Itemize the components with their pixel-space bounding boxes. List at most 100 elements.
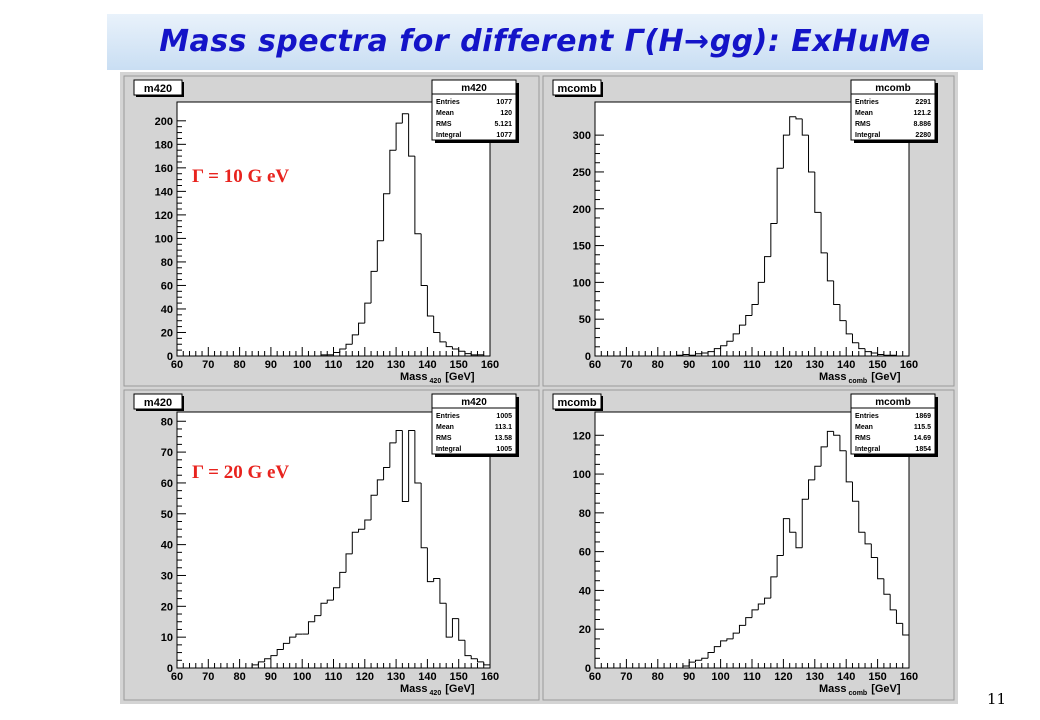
histogram-bin (414, 430, 422, 484)
histogram-bin (282, 642, 290, 650)
histogram-bin (720, 640, 727, 647)
stats-value: 8.886 (913, 121, 931, 128)
y-tick-label: 20 (161, 327, 173, 339)
x-tick-label: 140 (418, 359, 436, 371)
y-tick-label: 30 (161, 570, 173, 582)
histogram-bin (713, 646, 721, 653)
y-tick-label: 20 (579, 624, 591, 636)
histogram-bin (351, 531, 359, 554)
y-tick-label: 0 (167, 663, 173, 675)
x-tick-label: 80 (233, 359, 245, 371)
x-tick-label: 130 (806, 359, 824, 371)
histogram-bin (877, 353, 884, 356)
histogram-bin (808, 479, 815, 500)
histogram-bin (276, 648, 284, 656)
stats-key: Entries (855, 99, 879, 106)
histogram-bin (851, 481, 859, 502)
y-tick-label: 160 (155, 163, 173, 175)
histogram-bin (376, 240, 384, 272)
histogram-bin (877, 557, 884, 580)
histogram-bin (745, 617, 752, 626)
histogram-bin (358, 322, 365, 335)
stats-value: 5.121 (494, 121, 512, 128)
stats-key: Mean (855, 110, 873, 117)
y-tick-label: 20 (161, 601, 173, 613)
y-tick-label: 300 (573, 130, 591, 142)
x-tick-label: 70 (620, 671, 632, 683)
histogram-bin (320, 602, 328, 616)
x-tick-label: 90 (265, 359, 277, 371)
histogram-bin (307, 621, 315, 635)
y-tick-label: 120 (155, 210, 173, 222)
y-tick-label: 50 (579, 314, 591, 326)
histogram-bin (895, 355, 903, 357)
histogram-bin (339, 571, 347, 588)
histogram-bin (688, 661, 696, 667)
x-tick-label: 150 (868, 671, 886, 683)
stats-value: 1077 (496, 132, 512, 139)
stats-box (431, 79, 517, 141)
x-tick-label: 110 (325, 671, 343, 683)
histogram-bin (694, 353, 702, 356)
histogram-bin (864, 532, 872, 545)
stats-box (850, 393, 936, 455)
histogram-bin (289, 636, 296, 644)
x-tick-label: 130 (387, 671, 405, 683)
histogram-bin (707, 351, 715, 354)
histogram-bin (389, 149, 397, 194)
x-tick-label: 150 (868, 359, 886, 371)
histogram-bin (257, 661, 265, 665)
histogram-bin (445, 341, 453, 348)
histogram-bin (464, 640, 472, 657)
stats-value: 115.5 (914, 424, 931, 431)
x-tick-label: 110 (743, 359, 761, 371)
histogram-bin (782, 134, 790, 169)
histogram-bin (395, 430, 403, 443)
title-bar: Mass spectra for different Γ(H→gg): ExHu… (107, 14, 983, 70)
histogram-bin (851, 333, 859, 344)
pad-label: mcomb (557, 83, 596, 95)
histogram-series (177, 430, 491, 669)
histogram-bin (858, 501, 866, 533)
y-tick-label: 140 (155, 186, 173, 198)
x-tick-label: 60 (171, 359, 183, 371)
histogram-bin (883, 578, 891, 595)
histogram-bin (370, 494, 378, 520)
stats-key: Integral (436, 446, 461, 453)
stats-value: 1869 (915, 413, 931, 420)
histogram-bin (870, 543, 878, 558)
histogram-bin (401, 113, 409, 124)
histogram-bin (483, 354, 490, 357)
histogram-pad-4: 0 20 40 60 80 100 120 60 70 80 90 100 110 120 130 140 15… (542, 389, 955, 701)
histogram-bin (694, 659, 702, 663)
histogram-pad-2: 0 50 100 150 200 250 300 60 70 80 90 100 110 120 130 14… (542, 75, 955, 387)
histogram-bin (751, 303, 759, 316)
y-tick-label: 250 (573, 167, 591, 179)
stats-value: 2280 (915, 132, 931, 139)
y-tick-label: 50 (161, 509, 173, 521)
y-tick-label: 60 (579, 547, 591, 559)
histogram-bin (751, 609, 759, 618)
histogram-bin (676, 354, 683, 356)
histogram-bin (464, 351, 472, 355)
histogram-bin (376, 479, 384, 496)
histogram-bin (845, 320, 853, 335)
histogram-bin (426, 285, 434, 317)
stats-key: Integral (855, 446, 880, 453)
x-tick-label: 70 (620, 359, 632, 371)
histogram-bin (433, 316, 440, 333)
histogram-bin (433, 578, 440, 582)
histogram-bin (801, 118, 809, 136)
stats-value: 1005 (496, 446, 512, 453)
y-tick-label: 200 (573, 204, 591, 216)
histogram-bin (764, 597, 771, 604)
histogram-bin (745, 315, 752, 326)
stats-value: 121.2 (913, 110, 931, 117)
histogram-bin (420, 233, 428, 286)
pad-label-box (133, 79, 183, 96)
x-axis-title: Mass 420 [GeV] (400, 683, 475, 697)
histogram-bin (883, 354, 891, 356)
histogram-bin (726, 340, 734, 346)
histogram-bin (333, 587, 340, 601)
y-tick-label: 80 (579, 508, 591, 520)
